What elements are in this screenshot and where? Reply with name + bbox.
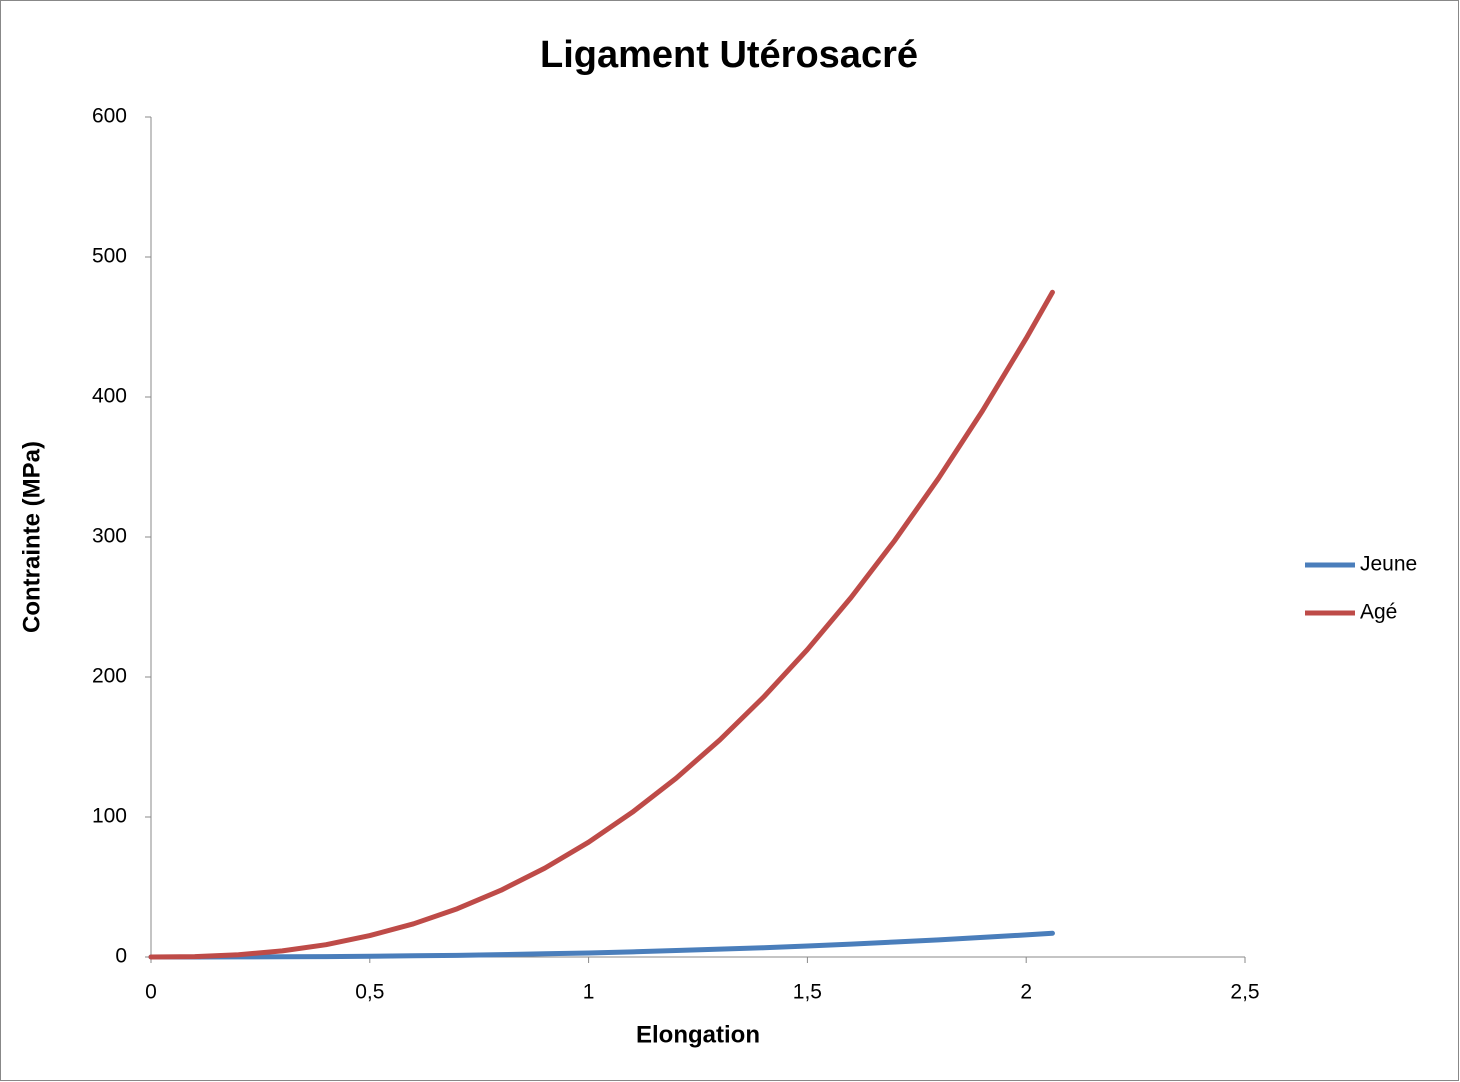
x-tick-label: 0 [145, 981, 157, 1004]
y-tick-label: 200 [92, 665, 127, 688]
legend-label: Jeune [1360, 553, 1417, 576]
series-line [148, 289, 1055, 960]
y-tick-label: 100 [92, 805, 127, 828]
x-tick-label: 0,5 [355, 981, 384, 1004]
y-tick-label: 500 [92, 245, 127, 268]
chart-title: Ligament Utérosacré [540, 34, 918, 76]
y-tick-label: 0 [115, 945, 127, 968]
legend-label: Agé [1360, 601, 1397, 624]
y-tick-label: 400 [92, 385, 127, 408]
x-tick-label: 1 [583, 981, 595, 1004]
y-tick-label: 300 [92, 525, 127, 548]
x-tick-label: 1,5 [793, 981, 822, 1004]
x-tick-label: 2 [1020, 981, 1032, 1004]
x-axis-title: Elongation [636, 1021, 760, 1048]
series-line [148, 930, 1055, 960]
y-axis-title: Contrainte (MPa) [18, 441, 45, 633]
x-tick-label: 2,5 [1230, 981, 1259, 1004]
y-tick-label: 600 [92, 105, 127, 128]
